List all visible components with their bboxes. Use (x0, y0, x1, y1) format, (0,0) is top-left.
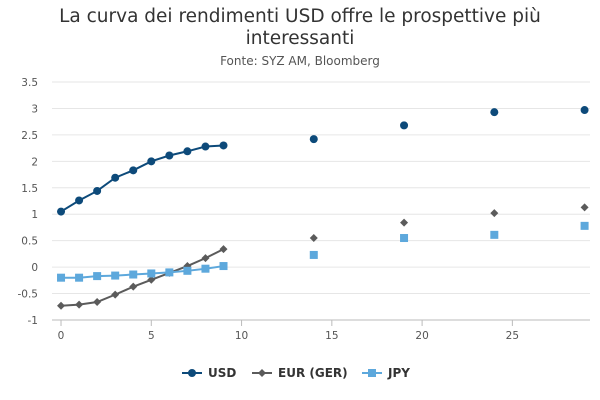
data-point-usd (147, 157, 156, 166)
data-point-usd (201, 142, 210, 151)
data-point-eur-ger (400, 218, 409, 227)
legend-label-eur-ger[interactable]: EUR (GER) (278, 366, 348, 380)
data-point-usd (183, 147, 192, 156)
data-point-jpy (309, 250, 318, 259)
legend-label-usd[interactable]: USD (208, 366, 236, 380)
series-line-jpy (61, 265, 224, 279)
data-point-jpy (129, 270, 138, 279)
legend-marker-jpy (368, 369, 376, 377)
chart-title-line-2: interessanti (245, 28, 355, 49)
legend-marker-eur-ger (258, 369, 266, 377)
data-point-jpy (111, 271, 120, 280)
data-point-jpy (57, 273, 66, 282)
data-point-usd (57, 207, 66, 216)
data-point-eur-ger (129, 282, 138, 291)
legend-label-jpy[interactable]: JPY (387, 366, 410, 380)
y-tick-label: 3 (31, 103, 38, 115)
y-tick-label: 0.5 (21, 236, 38, 248)
y-tick-label: 1.5 (21, 183, 38, 195)
data-point-jpy (93, 272, 102, 281)
chart-title-line-1: La curva dei rendimenti USD offre le pro… (59, 6, 541, 27)
data-point-eur-ger (57, 301, 66, 310)
data-point-usd (580, 106, 589, 115)
data-point-eur-ger (93, 298, 102, 307)
data-point-usd (75, 196, 84, 205)
chart-title: La curva dei rendimenti USD offre le pro… (0, 6, 600, 50)
y-tick-label: 2.5 (21, 130, 38, 142)
data-point-jpy (183, 266, 192, 275)
data-point-usd (490, 108, 499, 117)
data-point-jpy (201, 264, 210, 273)
data-point-eur-ger (75, 300, 84, 309)
x-tick-label: 10 (235, 330, 248, 342)
y-tick-label: 0 (31, 262, 38, 274)
y-tick-label: 3.5 (21, 77, 38, 89)
y-tick-label: 2 (31, 156, 38, 168)
data-point-eur-ger (111, 290, 120, 299)
data-point-jpy (580, 221, 589, 230)
data-point-usd (129, 166, 138, 175)
legend-marker-usd (188, 369, 196, 377)
data-point-usd (309, 135, 318, 144)
chart-subtitle: Fonte: SYZ AM, Bloomberg (220, 54, 380, 68)
data-point-eur-ger (219, 245, 228, 254)
data-point-jpy (490, 230, 499, 239)
data-point-usd (165, 151, 174, 160)
data-point-usd (93, 186, 102, 195)
data-point-jpy (165, 268, 174, 277)
data-point-usd (111, 173, 120, 182)
y-tick-label: -1 (28, 315, 38, 327)
y-tick-label: 1 (31, 209, 38, 221)
x-tick-label: 15 (325, 330, 338, 342)
x-tick-label: 0 (58, 330, 65, 342)
x-tick-label: 5 (148, 330, 155, 342)
data-point-jpy (219, 262, 228, 271)
data-point-eur-ger (147, 275, 156, 284)
x-tick-label: 25 (506, 330, 519, 342)
data-point-eur-ger (309, 234, 318, 243)
data-point-jpy (75, 273, 84, 282)
data-point-usd (400, 121, 409, 130)
series-line-eur-ger (60, 248, 224, 307)
data-point-eur-ger (201, 254, 210, 263)
data-point-eur-ger (580, 203, 589, 212)
data-point-jpy (400, 234, 409, 243)
y-tick-label: -0.5 (18, 289, 39, 301)
x-tick-label: 20 (415, 330, 428, 342)
data-point-eur-ger (490, 209, 499, 218)
series-line-usd (60, 144, 224, 213)
data-point-usd (219, 141, 228, 150)
data-point-jpy (147, 269, 156, 278)
